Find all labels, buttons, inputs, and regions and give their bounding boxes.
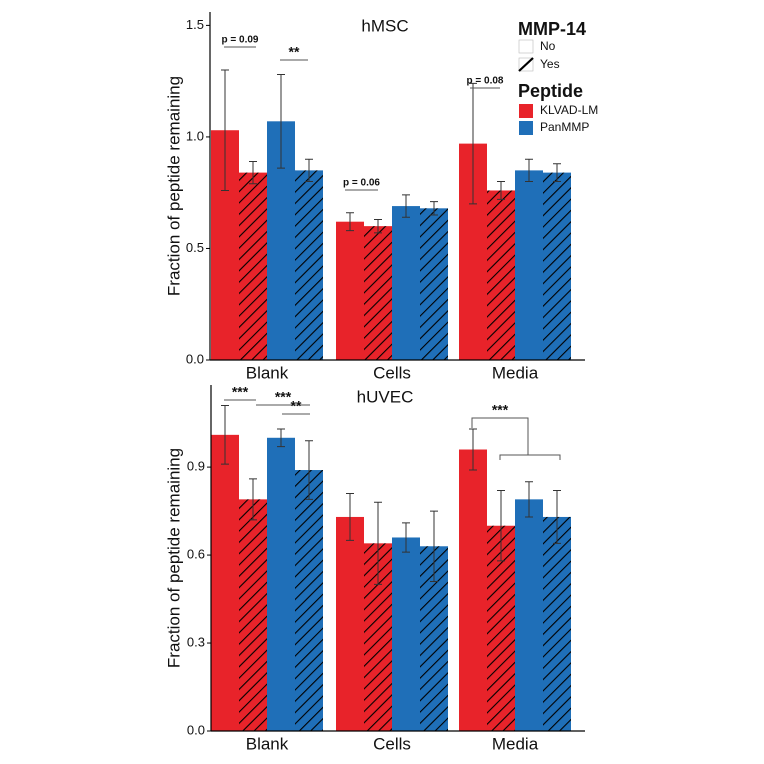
bar [392,206,420,360]
error-bar [525,158,533,183]
legend-swatch-hatch [518,57,534,72]
legend-label: No [540,39,556,53]
bar-hatch [239,499,267,731]
bar-hatch [239,172,267,360]
bar [515,499,543,731]
y-tick-label: 1.5 [186,17,204,32]
bar [267,437,295,731]
y-tick-label: 0.9 [187,459,205,474]
y-axis-label: Fraction of peptide remaining [164,448,183,668]
legend-label: Yes [540,57,560,71]
legend-title: Peptide [518,81,583,101]
error-bar [249,160,257,185]
y-tick-label: 0.6 [187,547,205,562]
error-bar [305,440,313,500]
x-tick-label: Blank [246,363,289,382]
significance-label: *** [275,389,292,405]
error-bar [430,201,438,216]
bar [336,221,364,360]
x-tick-label: Cells [373,363,411,382]
significance-label: p = 0.09 [222,35,259,46]
x-tick-label: Cells [373,734,411,753]
error-bar [469,428,477,471]
bar-hatch [543,516,571,731]
panel-title: hUVEC [357,387,414,406]
bar-hatch [295,170,323,360]
x-tick-label: Media [492,734,539,753]
bar [336,516,364,731]
error-bar [402,194,410,218]
significance-label: *** [232,384,249,400]
legend-swatch [518,39,534,54]
error-bar [374,218,382,234]
error-bar [430,510,438,582]
significance-label: p = 0.06 [343,178,380,189]
y-tick-label: 0.5 [186,240,204,255]
significance-label: ** [291,398,302,414]
bar [392,537,420,731]
error-bar [553,163,561,183]
bar-hatch [487,190,515,360]
y-tick-label: 1.0 [186,128,204,143]
legend-swatch [519,121,533,135]
error-bar [346,212,354,232]
legend-title: MMP-14 [518,19,586,39]
error-bar [374,501,382,585]
y-tick-label: 0.0 [186,351,204,366]
error-bar [249,478,257,521]
bar [211,434,239,731]
error-bar [497,490,505,562]
panel-title: hMSC [361,16,408,35]
error-bar [346,492,354,541]
bar-hatch [295,470,323,731]
significance-label: p = 0.08 [467,76,504,87]
significance-label: ** [289,44,300,60]
error-bar [469,82,477,205]
error-bar [277,73,285,169]
bar-hatch [543,172,571,360]
x-tick-label: Blank [246,734,289,753]
error-bar [525,481,533,518]
error-bar [305,158,313,183]
significance-label: *** [492,402,509,418]
bar [515,170,543,360]
y-tick-label: 0.3 [187,634,205,649]
error-bar [277,428,285,448]
error-bar [221,405,229,465]
legend-label: PanMMP [540,120,589,134]
significance-bracket [471,417,561,460]
bar-hatch [420,208,448,360]
bar-hatch [364,226,392,360]
error-bar [402,522,410,553]
x-tick-label: Media [492,363,539,382]
error-bar [221,69,229,191]
error-bar [497,181,505,200]
error-bar [553,490,561,544]
bar [459,449,487,731]
y-tick-label: 0.0 [187,722,205,737]
y-axis-label: Fraction of peptide remaining [164,76,183,296]
legend-label: KLVAD-LM [540,103,598,117]
legend-swatch [519,104,533,118]
